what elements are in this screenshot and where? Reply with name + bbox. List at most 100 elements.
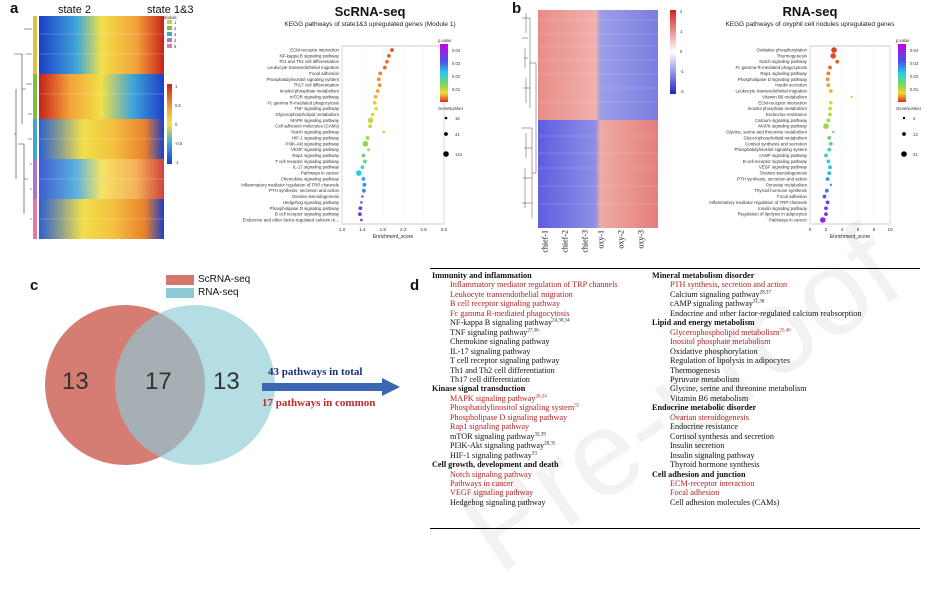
y-category-label: Cortisol synthesis and secretion	[745, 141, 808, 146]
y-category-label: Focal adhesion	[777, 194, 807, 199]
pathway-name: Th17 cell differentiation	[450, 374, 530, 384]
reference-superscript: 27,36	[527, 327, 539, 333]
pathway-name: Calcium signaling pathway	[670, 289, 760, 299]
venn-left-count: 13	[62, 368, 89, 395]
data-point	[372, 100, 377, 105]
pvalue-scale-a	[440, 44, 448, 102]
pathway-table-left-column: Immunity and inflammation Inflammatory me…	[432, 271, 618, 507]
data-point	[358, 206, 363, 211]
data-point	[835, 59, 840, 64]
pathway-name: Chemokine signaling pathway	[450, 337, 550, 347]
pathway-name: Notch signaling pathway	[450, 469, 532, 479]
y-category-label: Hedgehog signaling pathway	[283, 200, 340, 205]
table-row: Endocrine resistance	[652, 422, 861, 431]
sample-labels: chief-1 chief-2 chief-3 oxy-1 oxy-2 oxy-…	[541, 230, 678, 260]
table-section-header: Mineral metabolism disorder	[652, 271, 861, 280]
pathway-name: T cell receptor signaling pathway	[450, 356, 560, 366]
y-category-label: Leukocyte transendothelial migration	[735, 89, 807, 94]
y-category-label: ECM-receptor interaction	[758, 100, 807, 105]
y-category-label: Glycerophospholipid metabolism	[276, 112, 340, 117]
venn-overlap-count: 17	[145, 368, 172, 395]
reference-superscript: 32,39	[534, 431, 546, 437]
data-point	[824, 188, 829, 193]
data-point	[827, 136, 832, 140]
table-row: Rap1 signaling pathway	[432, 422, 618, 431]
y-category-label: ECM-receptor interaction	[290, 48, 339, 53]
pathway-name: HIF-1 signaling pathway	[450, 450, 532, 460]
y-category-label: Notch signaling pathway	[759, 59, 807, 64]
y-category-label: Thyroid hormone synthesis	[754, 188, 808, 193]
data-point	[827, 171, 832, 176]
heat-scale-b-3: -1	[680, 69, 684, 74]
heat-scale-b-1: 1	[680, 29, 683, 34]
data-point	[824, 212, 828, 217]
data-point	[825, 200, 830, 205]
table-row: mTOR signaling pathway32,39	[432, 432, 618, 441]
pathway-name: IL-17 signaling pathway	[450, 346, 531, 356]
data-point	[356, 170, 362, 176]
pathway-name: Endocrine and other factor-regulated cal…	[670, 308, 862, 318]
table-section-header: Cell growth, development and death	[432, 460, 618, 469]
table-row: Regulation of lipolysis in adipocytes	[652, 356, 861, 365]
y-category-label: MAPK signaling pathway	[758, 124, 807, 129]
venn-circle-rna	[115, 305, 275, 465]
pathway-name: NF-kappa B signaling pathway	[450, 318, 553, 328]
sample-label: chief-3	[580, 230, 590, 253]
heat-scale-a-1: 0.5	[175, 103, 181, 108]
y-category-label: Rap1 signaling pathway	[760, 71, 807, 76]
pathway-name: Glycerophospholipid metabolism	[670, 327, 780, 337]
data-point	[367, 117, 374, 124]
pathway-name: Endocrine resistance	[670, 422, 738, 432]
pathway-name: Cell growth, development and death	[432, 460, 559, 470]
data-point	[362, 140, 369, 147]
pathway-name: Endocrine metabolic disorder	[652, 403, 757, 413]
module-legend-3: 3	[174, 32, 177, 37]
panel-a-subtitle: KEGG pathways of state1&3 upregulated ge…	[284, 21, 456, 28]
pathway-table-right-column: Mineral metabolism disorder PTH synthesis…	[652, 271, 861, 507]
table-row: PI3K-Akt signaling pathway28,35	[432, 441, 618, 450]
pvalue-tick-a-0: 0.04	[452, 48, 461, 53]
table-row: Glycine, serine and threonine metabolism	[652, 384, 861, 393]
table-section-header: Immunity and inflammation	[432, 271, 618, 280]
pathway-name: Mineral metabolism disorder	[652, 271, 755, 280]
table-row: HIF-1 signaling pathway33	[432, 451, 618, 460]
y-category-label: Phosphatidylinositol signaling system	[267, 77, 340, 82]
panel-d-label: d	[410, 277, 420, 294]
reference-superscript: 28,37	[759, 290, 771, 296]
data-point	[823, 123, 829, 130]
data-point	[360, 218, 363, 222]
x-tick-label: 0	[809, 227, 812, 232]
plot-frame	[341, 45, 445, 225]
legend-swatch-scrna	[166, 275, 194, 285]
x-tick-label: 1.8	[380, 227, 387, 232]
table-row: MAPK signaling pathway26,34	[432, 394, 618, 403]
panel-b-title: RNA-seq	[782, 4, 838, 19]
table-section-header: Kinase signal transduction	[432, 384, 618, 393]
y-category-label: Phosphatidylinositol signaling system	[735, 147, 808, 152]
scrna-dotplot: 1.0 1.4 1.8 2.2 2.6 3.0 Enrichment_score ECM-re…	[241, 45, 448, 240]
x-tick-label: 1.4	[359, 227, 366, 232]
y-category-label: IL-17 signaling pathway	[293, 165, 340, 170]
data-point	[829, 183, 832, 187]
genenumber-title-a: GeneNumber	[438, 106, 464, 111]
data-point	[357, 212, 362, 217]
table-row: T cell receptor signaling pathway	[432, 356, 618, 365]
data-point	[828, 106, 832, 111]
y-category-label: Chemokine signaling pathway	[281, 176, 340, 181]
heat-scale-a-0: 1	[175, 84, 178, 89]
y-category-label: VEGF signaling pathway	[291, 147, 340, 152]
table-row: Leukocyte transendothelial migration	[432, 290, 618, 299]
data-point	[368, 124, 372, 129]
data-point	[824, 153, 828, 158]
table-row: ECM-receptor interaction	[652, 479, 861, 488]
pathway-name: VEGF signaling pathway	[450, 488, 534, 498]
heat-scale-b-0: 2	[680, 9, 683, 14]
table-row: Thyroid hormone synthesis	[652, 460, 861, 469]
data-point	[850, 95, 853, 99]
sample-label: chief-1	[540, 230, 550, 253]
y-category-label: Oxidative phosphorylation	[756, 48, 807, 53]
y-category-label: Pathways in cancer	[301, 171, 340, 176]
y-category-label: Inflammatory mediator regulation of TRP …	[241, 182, 340, 187]
y-category-label: Inositol phosphate metabolism	[748, 106, 808, 111]
y-category-label: T cell receptor signaling pathway	[275, 159, 340, 164]
